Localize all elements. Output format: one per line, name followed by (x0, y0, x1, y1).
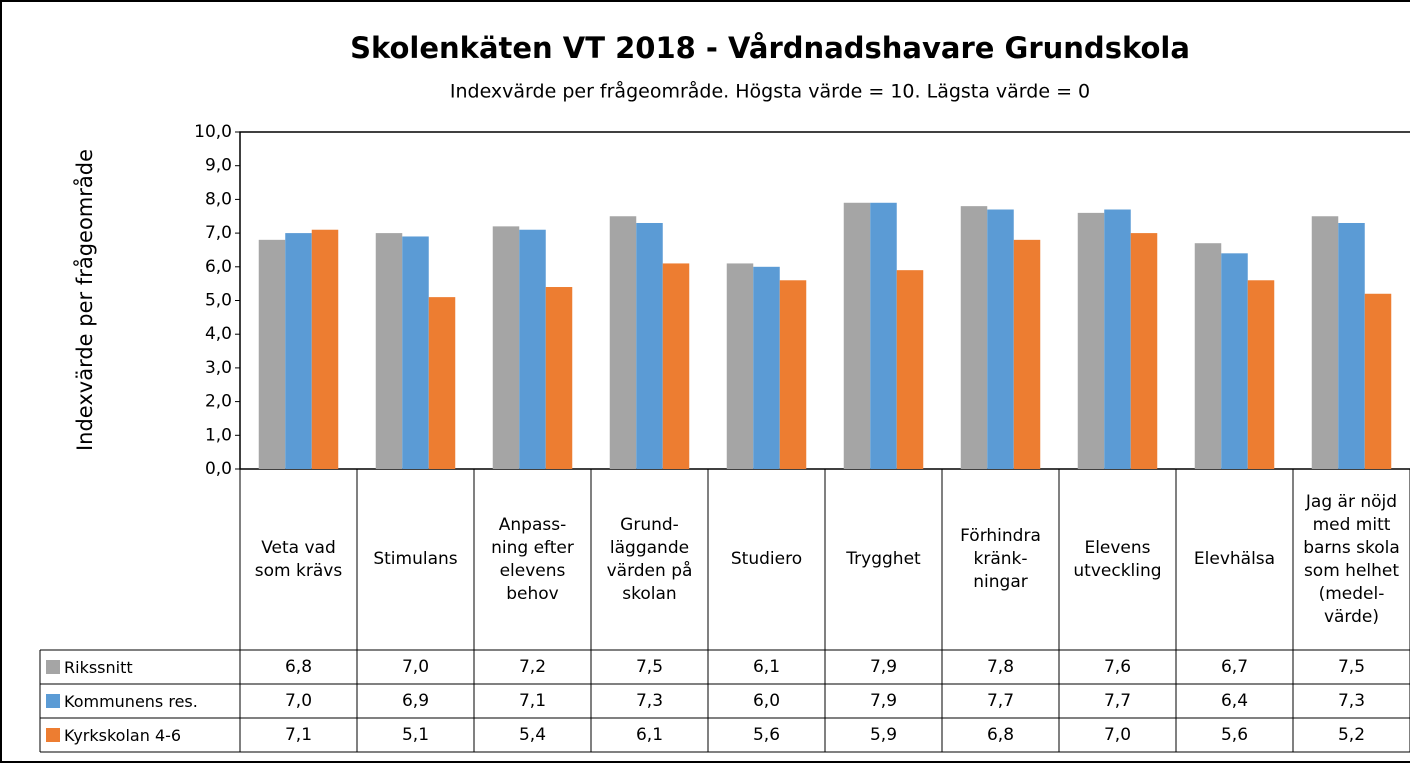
chart-title: Skolenkäten VT 2018 - Vårdnadshavare Gru… (350, 31, 1190, 65)
bar (609, 216, 637, 469)
bar (1194, 243, 1222, 469)
y-tick-label: 3,0 (205, 358, 232, 378)
value-label: 6,7 (1220, 656, 1249, 677)
legend-key (46, 660, 60, 674)
x-tick-label: Grund- läggande värden på skolan (606, 514, 693, 604)
value-label: 7,0 (401, 656, 430, 677)
value-label: 7,8 (986, 656, 1015, 677)
legend-label: Kyrkskolan 4-6 (64, 725, 182, 745)
bar (960, 206, 988, 469)
y-tick-label: 4,0 (205, 324, 232, 344)
value-label: 7,0 (284, 690, 313, 711)
x-tick-label: Elevhälsa (1193, 549, 1276, 569)
value-label: 6,8 (986, 724, 1015, 745)
value-label: 5,1 (401, 724, 430, 745)
bar (1338, 222, 1365, 469)
value-label: 7,9 (869, 690, 898, 711)
value-label: 7,3 (635, 690, 664, 711)
bar (1364, 293, 1392, 469)
bar (1077, 212, 1105, 469)
y-tick-label: 6,0 (205, 257, 232, 277)
x-tick-label: Veta vad som krävs (254, 537, 343, 581)
bar (285, 233, 312, 469)
y-tick-label: 10,0 (194, 122, 232, 142)
value-label: 7,7 (986, 690, 1015, 711)
bar (492, 226, 520, 469)
bar (896, 270, 924, 469)
value-label: 5,6 (1220, 724, 1249, 745)
bar (726, 263, 754, 469)
legend-label: Rikssnitt (64, 657, 133, 677)
value-label: 7,3 (1337, 690, 1366, 711)
value-label: 7,1 (284, 724, 313, 745)
bar (1013, 239, 1041, 469)
bar (636, 222, 663, 469)
value-label: 7,5 (635, 656, 664, 677)
value-label: 7,0 (1103, 724, 1132, 745)
y-tick-label: 2,0 (205, 392, 232, 412)
bar (402, 236, 429, 469)
x-tick-label: Förhindra kränk- ningar (960, 526, 1041, 592)
x-tick-label: Elevens utveckling (1073, 537, 1162, 581)
legend-key (46, 694, 60, 708)
bar (1247, 280, 1275, 469)
value-label: 6,1 (752, 656, 781, 677)
y-tick-label: 5,0 (205, 291, 232, 311)
bar (753, 266, 780, 469)
bar (428, 297, 456, 469)
value-label: 7,5 (1337, 656, 1366, 677)
value-label: 6,8 (284, 656, 313, 677)
bar (1311, 216, 1339, 469)
value-label: 5,4 (518, 724, 547, 745)
x-tick-label: Anpass- ning efter elevens behov (491, 514, 574, 604)
value-label: 5,9 (869, 724, 898, 745)
bar (1130, 233, 1158, 469)
chart-subtitle: Indexvärde per frågeområde. Högsta värde… (450, 80, 1090, 103)
bar (1221, 253, 1248, 469)
legend-key (46, 728, 60, 742)
bar (311, 229, 339, 469)
bar (375, 233, 403, 469)
value-label: 7,1 (518, 690, 547, 711)
value-label: 5,6 (752, 724, 781, 745)
y-tick-label: 0,0 (205, 459, 232, 479)
value-label: 7,9 (869, 656, 898, 677)
bar (545, 287, 573, 469)
y-axis-label: Indexvärde per frågeområde (72, 149, 97, 451)
value-label: 5,2 (1337, 724, 1366, 745)
bar (1104, 209, 1131, 469)
x-tick-label: Trygghet (846, 549, 921, 569)
y-tick-label: 8,0 (205, 189, 232, 209)
value-label: 7,2 (518, 656, 547, 677)
x-tick-label: Studiero (730, 549, 803, 569)
value-label: 7,7 (1103, 690, 1132, 711)
x-tick-label: Jag är nöjd med mitt barns skola som hel… (1303, 491, 1400, 627)
bar (258, 239, 286, 469)
value-label: 6,9 (401, 690, 430, 711)
bar (987, 209, 1014, 469)
legend-label: Kommunens res. (64, 691, 198, 711)
value-label: 6,4 (1220, 690, 1249, 711)
x-tick-label: Stimulans (373, 549, 458, 569)
bar (519, 229, 546, 469)
value-label: 6,1 (635, 724, 664, 745)
bar (662, 263, 690, 469)
bar (870, 202, 897, 469)
value-label: 7,6 (1103, 656, 1132, 677)
bar (843, 202, 871, 469)
y-tick-label: 1,0 (205, 425, 232, 445)
y-tick-label: 9,0 (205, 156, 232, 176)
bar (779, 280, 807, 469)
y-tick-label: 7,0 (205, 223, 232, 243)
value-label: 6,0 (752, 690, 781, 711)
